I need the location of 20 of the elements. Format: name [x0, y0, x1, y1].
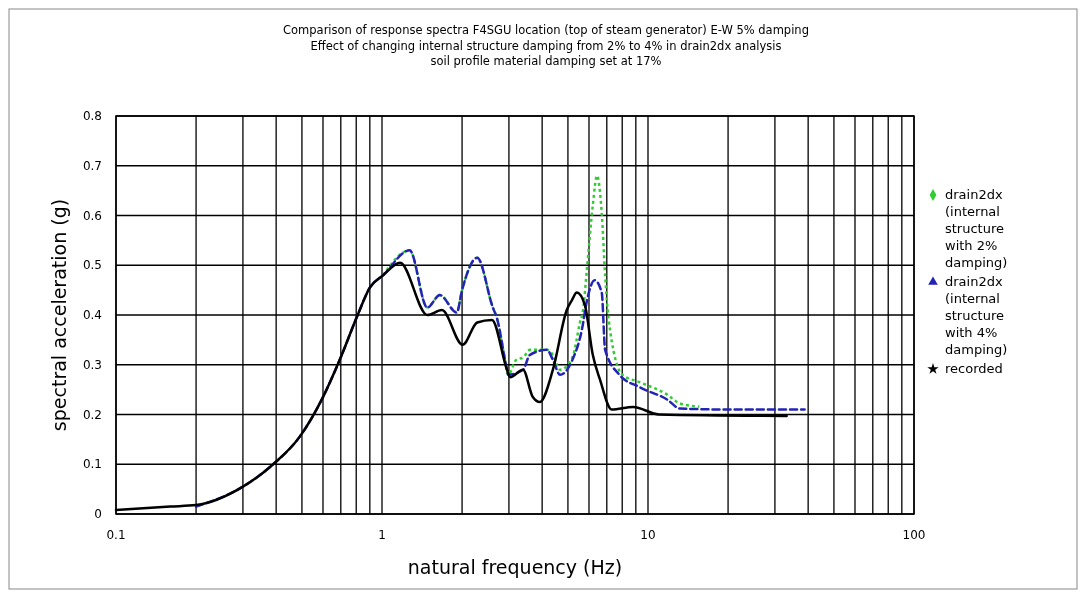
legend-label: recorded: [945, 361, 1003, 376]
y-axis-title: spectral acceleration (g): [48, 198, 70, 432]
x-tick-label: 0.1: [106, 528, 126, 542]
x-tick-label: 1: [378, 528, 386, 542]
y-tick-label: 0.4: [82, 308, 102, 322]
y-tick-label: 0.2: [82, 407, 102, 422]
y-tick-label: 0.8: [82, 109, 102, 123]
x-tick-label: 100: [902, 528, 926, 542]
y-tick-label: 0.6: [82, 208, 102, 223]
x-tick-label: 10: [640, 528, 656, 542]
y-tick-label: 0.7: [82, 158, 102, 173]
x-axis-title: natural frequency (Hz): [407, 556, 623, 578]
y-tick-label: 0: [94, 507, 102, 521]
legend-label: drain2dx (internal structure with 2% damping): [945, 187, 1008, 270]
y-tick-label: 0.3: [82, 357, 102, 372]
y-tick-label: 0.1: [82, 457, 102, 472]
chart-title: Comparison of response spectra F4SGU location (top of steam generator) E-W 5% damping: [283, 23, 809, 37]
chart-subtitle: Effect of changing internal structure damping from 2% to 4% in drain2dx analysis soil profile material damping set at 17%: [310, 39, 782, 68]
y-tick-label: 0.5: [82, 258, 102, 273]
legend-label: drain2dx (internal structure with 4% damping): [945, 274, 1008, 357]
